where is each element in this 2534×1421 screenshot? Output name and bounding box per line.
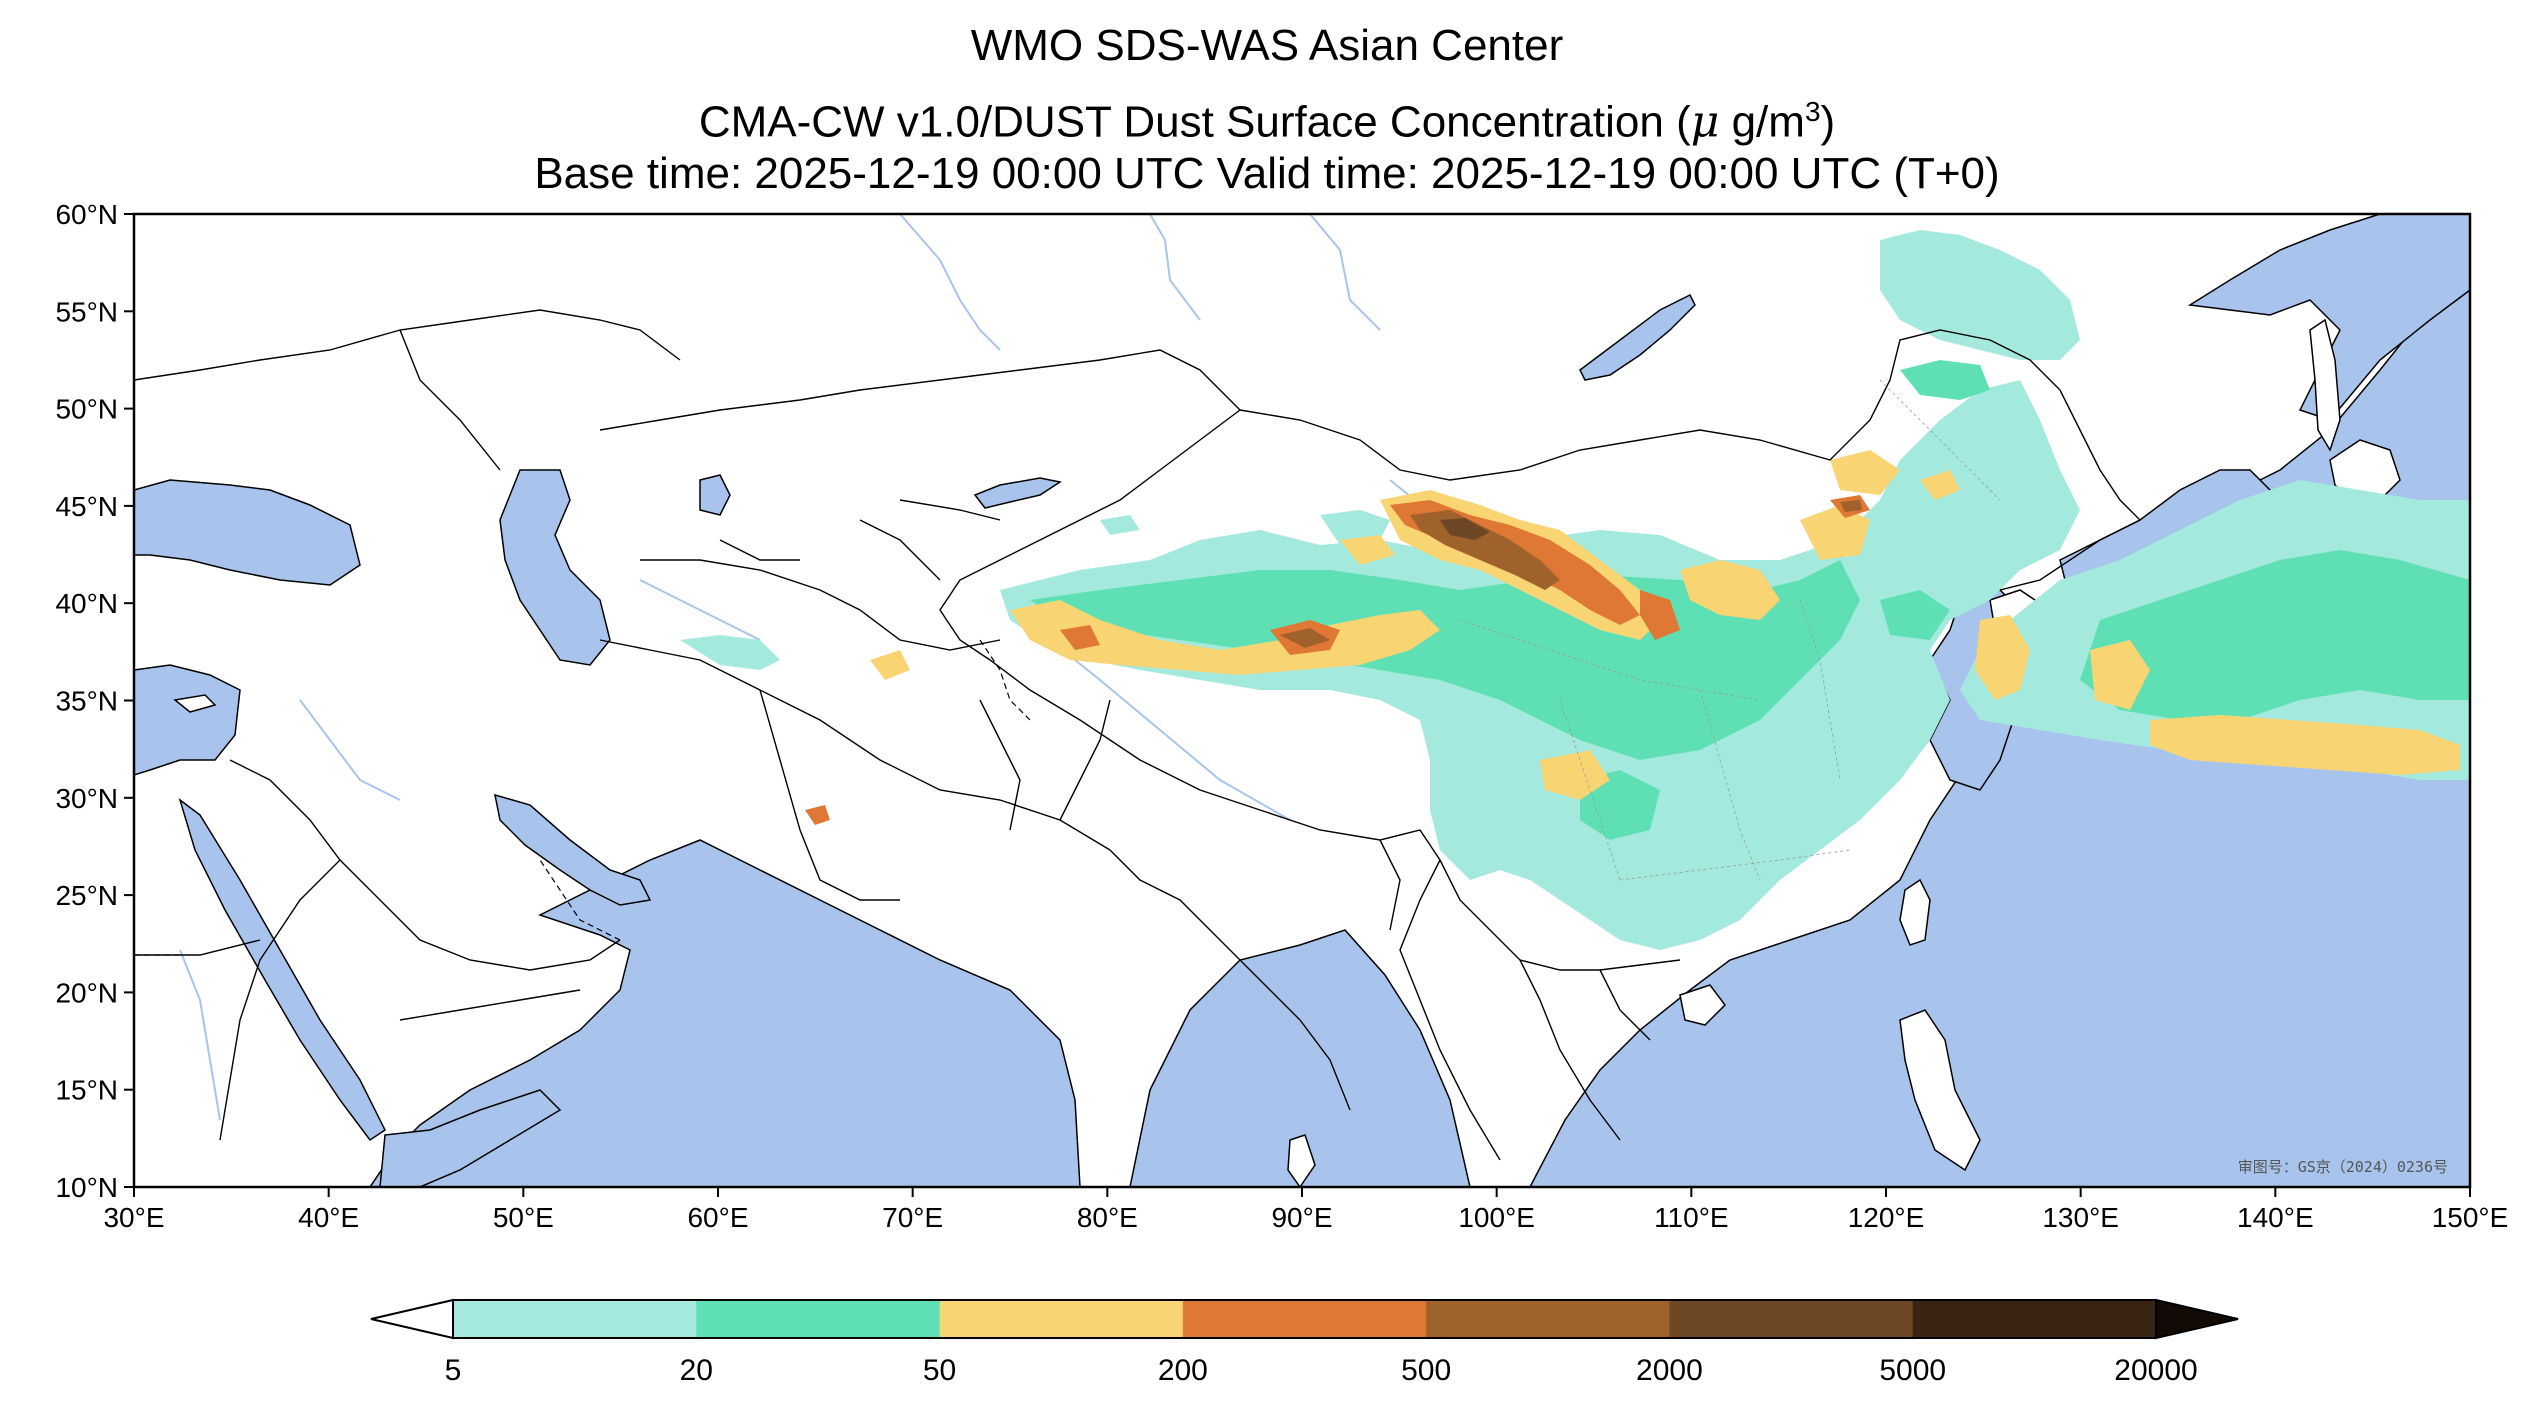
mu-symbol: μ [1690,96,1720,148]
longitude-axis: 30°E 40°E 50°E 60°E 70°E 80°E 90°E 100°E 110°E 12… [103,1187,2508,1233]
colorbar-level-label: 50 [923,1354,956,1387]
colorbar-segment [1912,1300,2157,1338]
colorbar-level-label: 20 [680,1354,713,1387]
lon-tick-label: 30°E [103,1202,164,1233]
colorbar-level-label: 5000 [1879,1354,1946,1387]
dust-level-2000-5000 [1440,518,1490,540]
lat-tick-label: 25°N [55,880,118,911]
lon-tick-label: 120°E [1848,1202,1925,1233]
bay-of-bengal [1129,929,1471,1187]
lat-tick-label: 45°N [55,491,118,522]
sri-lanka [1287,1134,1316,1187]
lon-tick-label: 40°E [298,1202,359,1233]
lon-tick-label: 80°E [1077,1202,1138,1233]
lon-tick-label: 140°E [2237,1202,2314,1233]
colorbar: 5 20 50 200 500 2000 5000 20000 [370,1298,2239,1387]
lon-tick-label: 70°E [882,1202,943,1233]
lat-tick-label: 40°N [55,588,118,619]
latitude-axis: 60°N 55°N 50°N 45°N 40°N 35°N 30°N 25°N 20°N 15°N… [55,199,134,1203]
colorbar-level-label: 2000 [1636,1354,1703,1387]
lon-tick-label: 110°E [1654,1202,1729,1233]
black-sea [134,479,361,586]
colorbar-level-label: 200 [1158,1354,1208,1387]
colorbar-segment [1669,1300,1914,1338]
taiwan [1899,878,1931,946]
cyprus [173,694,217,713]
approval-number: 审图号：GS京（2024）0236号 [2238,1158,2448,1176]
lon-tick-label: 90°E [1271,1202,1332,1233]
lat-tick-label: 60°N [55,199,118,230]
lon-tick-label: 60°E [687,1202,748,1233]
colorbar-segment [696,1300,941,1338]
lake-balkhash [973,477,1062,509]
colorbar-level-label: 5 [445,1354,462,1387]
hainan [1679,984,1726,1026]
red-sea [178,798,386,1142]
lon-tick-label: 130°E [2042,1202,2119,1233]
lake-baikal [1579,293,1696,381]
colorbar-level-label: 500 [1401,1354,1451,1387]
colorbar-segment [1182,1300,1427,1338]
aral-sea [699,474,731,516]
lat-tick-label: 20°N [55,977,118,1008]
colorbar-level-label: 20000 [2114,1354,2197,1387]
lat-tick-label: 30°N [55,783,118,814]
lat-tick-label: 15°N [55,1075,118,1106]
map-title: WMO SDS-WAS Asian Center [970,21,1564,70]
colorbar-under-arrow [370,1298,454,1340]
colorbar-segment [939,1300,1184,1338]
sakhalin [2309,318,2341,452]
lon-tick-label: 50°E [493,1202,554,1233]
lat-tick-label: 10°N [55,1172,118,1203]
country-borders [134,309,2142,1161]
lon-tick-label: 100°E [1458,1202,1535,1233]
colorbar-border [452,1299,2157,1339]
lon-tick-label: 150°E [2432,1202,2509,1233]
gulf-of-aden [379,1089,562,1187]
lat-tick-label: 50°N [55,394,118,425]
lat-tick-label: 55°N [55,296,118,327]
persian-gulf [494,793,652,906]
map-time-line: Base time: 2025-12-19 00:00 UTC Valid ti… [534,149,2000,198]
luzon [1899,1009,1981,1172]
mediterranean [134,664,241,776]
caspian-sea [499,469,611,666]
okhotsk-sea [2187,214,2470,421]
colorbar-segment [1426,1300,1670,1338]
colorbar-segment [453,1300,697,1338]
lat-tick-label: 35°N [55,686,118,717]
disputed-borders [134,639,1031,956]
province-borders [1459,379,2001,881]
colorbar-over-arrow [2155,1298,2239,1340]
map-subtitle: CMA-CW v1.0/DUST Dust Surface Concentrat… [698,96,1836,148]
